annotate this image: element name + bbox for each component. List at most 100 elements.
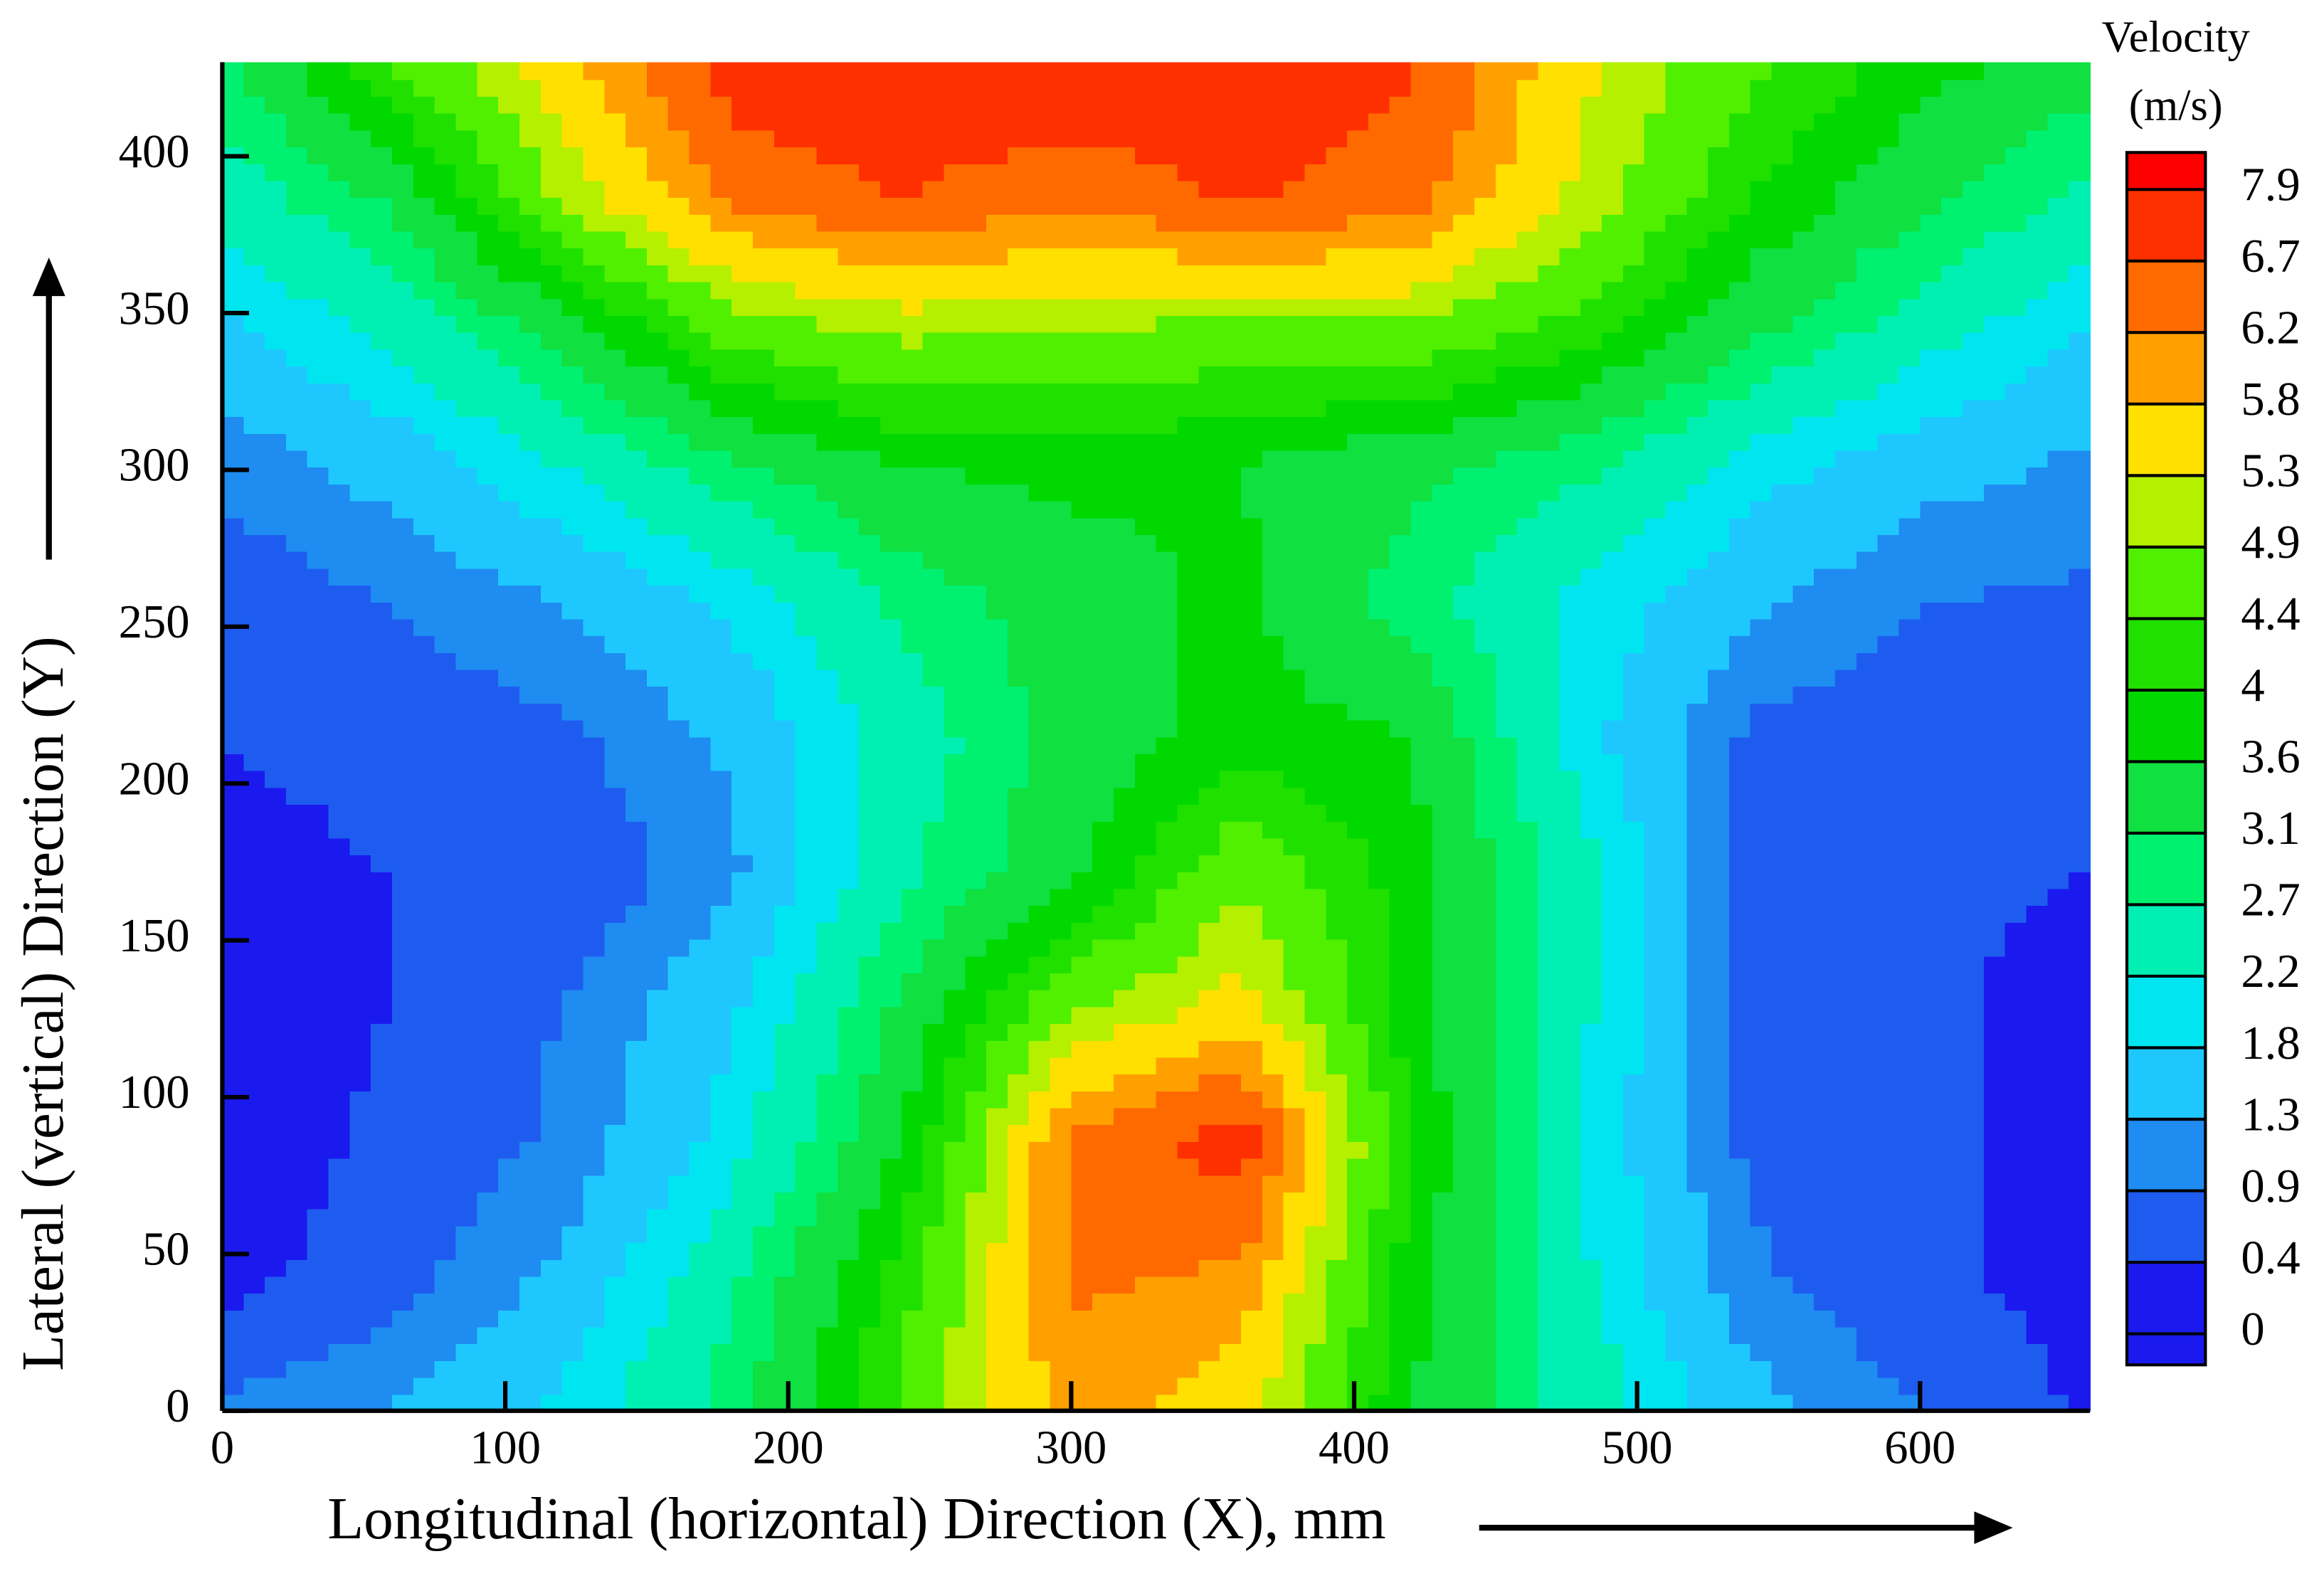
contour-cell bbox=[838, 1326, 860, 1345]
contour-cell bbox=[1962, 921, 1985, 940]
contour-cell bbox=[1283, 1309, 1306, 1328]
contour-cell bbox=[1792, 702, 1815, 721]
contour-cell bbox=[667, 1057, 690, 1075]
contour-cell bbox=[1792, 652, 1815, 670]
contour-cell bbox=[243, 1292, 266, 1311]
contour-cell bbox=[1792, 1191, 1815, 1210]
contour-cell bbox=[773, 1141, 796, 1159]
contour-cell bbox=[1304, 1158, 1327, 1176]
contour-cell bbox=[1092, 584, 1115, 603]
contour-cell bbox=[1559, 888, 1582, 906]
contour-cell bbox=[2069, 1377, 2091, 1395]
contour-cell bbox=[1495, 820, 1518, 839]
contour-cell bbox=[753, 837, 776, 856]
contour-cell bbox=[1983, 1326, 2006, 1345]
contour-cell bbox=[795, 1073, 818, 1091]
contour-cell bbox=[1368, 837, 1390, 856]
contour-cell bbox=[1750, 652, 1773, 670]
contour-cell bbox=[667, 601, 690, 620]
contour-cell bbox=[1686, 517, 1709, 536]
contour-cell bbox=[1516, 1006, 1539, 1025]
contour-cell bbox=[1792, 618, 1815, 637]
contour-cell bbox=[2026, 702, 2049, 721]
contour-cell bbox=[795, 652, 818, 670]
contour-cell bbox=[2069, 618, 2091, 637]
contour-cell bbox=[773, 989, 796, 1008]
contour-cell bbox=[1304, 483, 1327, 502]
contour-cell bbox=[1071, 888, 1094, 906]
contour-cell bbox=[2005, 1208, 2027, 1227]
contour-cell bbox=[1962, 1309, 1985, 1328]
contour-cell bbox=[1050, 921, 1072, 940]
contour-cell bbox=[773, 1242, 796, 1260]
contour-cell bbox=[667, 938, 690, 957]
contour-cell bbox=[1071, 702, 1094, 721]
contour-cell bbox=[285, 1107, 308, 1126]
contour-cell bbox=[1708, 483, 1731, 502]
contour-cell bbox=[1368, 1158, 1390, 1176]
contour-cell bbox=[1686, 601, 1709, 620]
contour-cell bbox=[1941, 1141, 1964, 1159]
contour-cell bbox=[1898, 1022, 1921, 1041]
contour-cell bbox=[795, 551, 818, 569]
contour-cell bbox=[1368, 601, 1390, 620]
contour-cell bbox=[646, 517, 669, 536]
contour-cell bbox=[986, 736, 1009, 755]
contour-cell bbox=[2047, 837, 2070, 856]
contour-cell bbox=[519, 652, 542, 670]
contour-cell bbox=[753, 1343, 776, 1361]
contour-cell bbox=[1728, 837, 1751, 856]
contour-cell bbox=[1134, 972, 1157, 990]
contour-cell bbox=[1220, 719, 1242, 738]
contour-cell bbox=[1050, 736, 1072, 755]
contour-cell bbox=[1622, 888, 1645, 906]
contour-cell bbox=[1814, 753, 1837, 771]
contour-cell bbox=[1538, 1073, 1560, 1091]
contour-cell bbox=[1453, 618, 1476, 637]
contour-cell bbox=[1432, 466, 1454, 485]
contour-cell bbox=[1750, 1309, 1773, 1328]
contour-cell bbox=[265, 972, 287, 990]
contour-cell bbox=[1495, 669, 1518, 687]
contour-cell bbox=[1304, 770, 1327, 788]
contour-cell bbox=[1283, 618, 1306, 637]
contour-cell bbox=[1007, 517, 1030, 536]
contour-cell bbox=[540, 753, 563, 771]
contour-cell bbox=[2026, 1141, 2049, 1159]
contour-cell bbox=[222, 1123, 245, 1142]
contour-cell bbox=[1877, 1040, 1900, 1058]
contour-cell bbox=[1220, 1022, 1242, 1041]
contour-cell bbox=[922, 972, 945, 990]
contour-cell bbox=[349, 854, 372, 872]
contour-cell bbox=[583, 1309, 606, 1328]
contour-cell bbox=[434, 719, 457, 738]
contour-cell bbox=[413, 956, 435, 973]
contour-cell bbox=[1622, 618, 1645, 637]
contour-cell bbox=[1453, 584, 1476, 603]
contour-cell bbox=[901, 669, 924, 687]
contour-cell bbox=[349, 517, 372, 536]
contour-cell bbox=[1156, 618, 1178, 637]
contour-cell bbox=[1410, 1242, 1433, 1260]
contour-cell bbox=[816, 618, 839, 637]
contour-cell bbox=[667, 466, 690, 485]
contour-cell bbox=[1028, 989, 1051, 1008]
contour-cell bbox=[1814, 888, 1837, 906]
contour-cell bbox=[2047, 1057, 2070, 1075]
contour-cell bbox=[1792, 820, 1815, 839]
contour-cell bbox=[1877, 1141, 1900, 1159]
contour-cell bbox=[1538, 618, 1560, 637]
contour-cell bbox=[583, 1057, 606, 1075]
contour-cell bbox=[1007, 1276, 1030, 1294]
contour-cell bbox=[1198, 584, 1221, 603]
contour-cell bbox=[1474, 1225, 1497, 1244]
contour-cell bbox=[604, 1292, 627, 1311]
contour-cell bbox=[307, 1377, 329, 1395]
contour-cell bbox=[498, 584, 521, 603]
contour-cell bbox=[2069, 854, 2091, 872]
contour-cell bbox=[413, 1175, 435, 1193]
contour-cell bbox=[922, 635, 945, 653]
contour-cell bbox=[285, 904, 308, 923]
contour-cell bbox=[922, 1225, 945, 1244]
contour-cell bbox=[1326, 1057, 1348, 1075]
